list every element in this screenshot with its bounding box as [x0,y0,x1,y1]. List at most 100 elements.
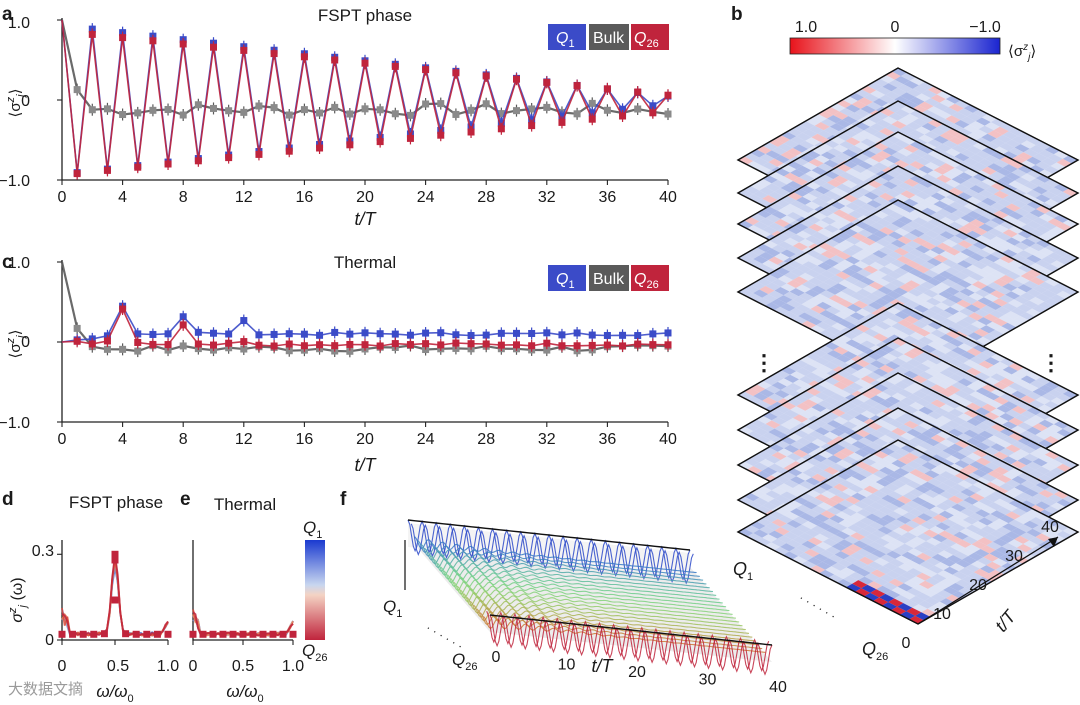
heatmap-cell [1053,214,1069,223]
heatmap-cell [863,265,879,274]
heatmap-cell [863,245,879,254]
heatmap-cell [854,109,870,118]
heatmap-cell [790,200,806,209]
panel-c-point-bulk [119,345,127,353]
panel-c-point-q26 [513,341,520,349]
heatmap-cell [923,289,939,298]
heatmap-cell [993,224,1009,233]
panel-f-plot [404,519,773,676]
heatmap-cell [802,193,818,202]
heatmap-cell [1008,127,1024,136]
heatmap-cell [1044,278,1060,287]
heatmap-cell [999,187,1015,196]
panel-a-point-q26 [422,66,430,74]
heatmap-cell [957,141,973,150]
heatmap-cell [950,283,966,292]
panel-c-point-q1 [376,330,384,338]
heatmap-cell [951,209,967,218]
heatmap-cell [829,255,845,264]
heatmap-cell [936,223,952,232]
heatmap-cell [981,166,997,175]
heatmap-cell [827,115,843,124]
heatmap-cell [944,306,960,315]
heatmap-cell [972,193,988,202]
heatmap-cell [856,269,872,278]
panel-a-xtick-label: 40 [659,189,677,206]
heatmap-cell [995,306,1011,315]
heatmap-cell [845,256,861,265]
heatmap-cell [882,147,898,156]
heatmap-cell [1020,224,1036,233]
heatmap-cell [987,130,1003,139]
heatmap-cell [900,105,916,114]
heatmap-cell [860,237,876,246]
panel-c-point-q1 [225,330,233,338]
heatmap-cell [810,325,826,334]
panel-a-point-bulk [88,106,96,114]
heatmap-cell [1011,199,1027,209]
heatmap-cell [936,124,952,133]
heatmap-cell [963,157,979,166]
heatmap-cell [1011,390,1027,399]
heatmap-cell [984,142,1000,151]
heatmap-cell [857,161,873,170]
heatmap-cell [1011,267,1027,277]
heatmap-cell [876,119,892,128]
qubit-colorbar-top: Q1 [303,518,322,541]
panel-c-point-q26 [285,340,293,348]
panel-a-point-q26 [497,125,505,133]
heatmap-cell [842,116,858,125]
heatmap-cell [948,167,964,176]
heatmap-cell [862,285,878,294]
heatmap-cell [844,276,860,285]
heatmap-cell [960,214,976,223]
panel-c-point-q1 [285,330,293,338]
panel-f-time-tick: 10 [558,657,576,674]
heatmap-cell [894,76,910,85]
heatmap-cell [945,148,961,157]
heatmap-cell [1002,195,1018,204]
heatmap-cell [886,290,902,300]
colorbar-tick-max: 1.0 [795,19,817,36]
panel-c-point-q1 [134,330,142,338]
panel-f: f Q1 · · · · · · Q26 0 10 20 30 40 t/T [340,489,787,696]
panel-c-point-bulk [73,324,81,332]
heatmap-cell [801,300,817,309]
heatmap-cell [941,278,957,287]
heatmap-cell [946,315,962,324]
heatmap-cell [926,258,943,267]
heatmap-cell [836,183,852,192]
heatmap-cell [905,280,921,289]
heatmap-cell [850,272,866,281]
heatmap-cell [790,169,806,178]
panel-a-point-bulk [164,106,172,114]
heatmap-cell [819,329,835,338]
panel-a-point-bulk [134,109,142,117]
heatmap-cell [1047,154,1063,163]
heatmap-cell [960,268,976,277]
heatmap-cell [918,114,934,123]
heatmap-cell [987,282,1003,291]
heatmap-cell [918,179,934,188]
heatmap-cell [933,254,949,263]
heatmap-cell [860,257,876,266]
heatmap-cell [860,203,876,212]
panel-c-point-q1 [149,330,157,338]
heatmap-cell [901,292,917,301]
heatmap-cell [963,188,979,197]
panel-a-point-q26 [255,150,263,158]
heatmap-cell [792,144,809,153]
heatmap-cell [879,158,895,167]
heatmap-cell [897,236,913,245]
heatmap-cell [918,145,934,154]
panel-a-point-q26 [391,62,399,70]
heatmap-cell [1041,289,1057,298]
heatmap-cell [930,114,946,123]
heatmap-cell [796,165,812,174]
heatmap-cell [978,158,994,167]
heatmap-cell [936,345,952,354]
heatmap-cell [790,268,806,277]
heatmap-cell [969,356,985,365]
panel-c-point-q26 [331,342,339,350]
heatmap-cell [891,322,907,331]
